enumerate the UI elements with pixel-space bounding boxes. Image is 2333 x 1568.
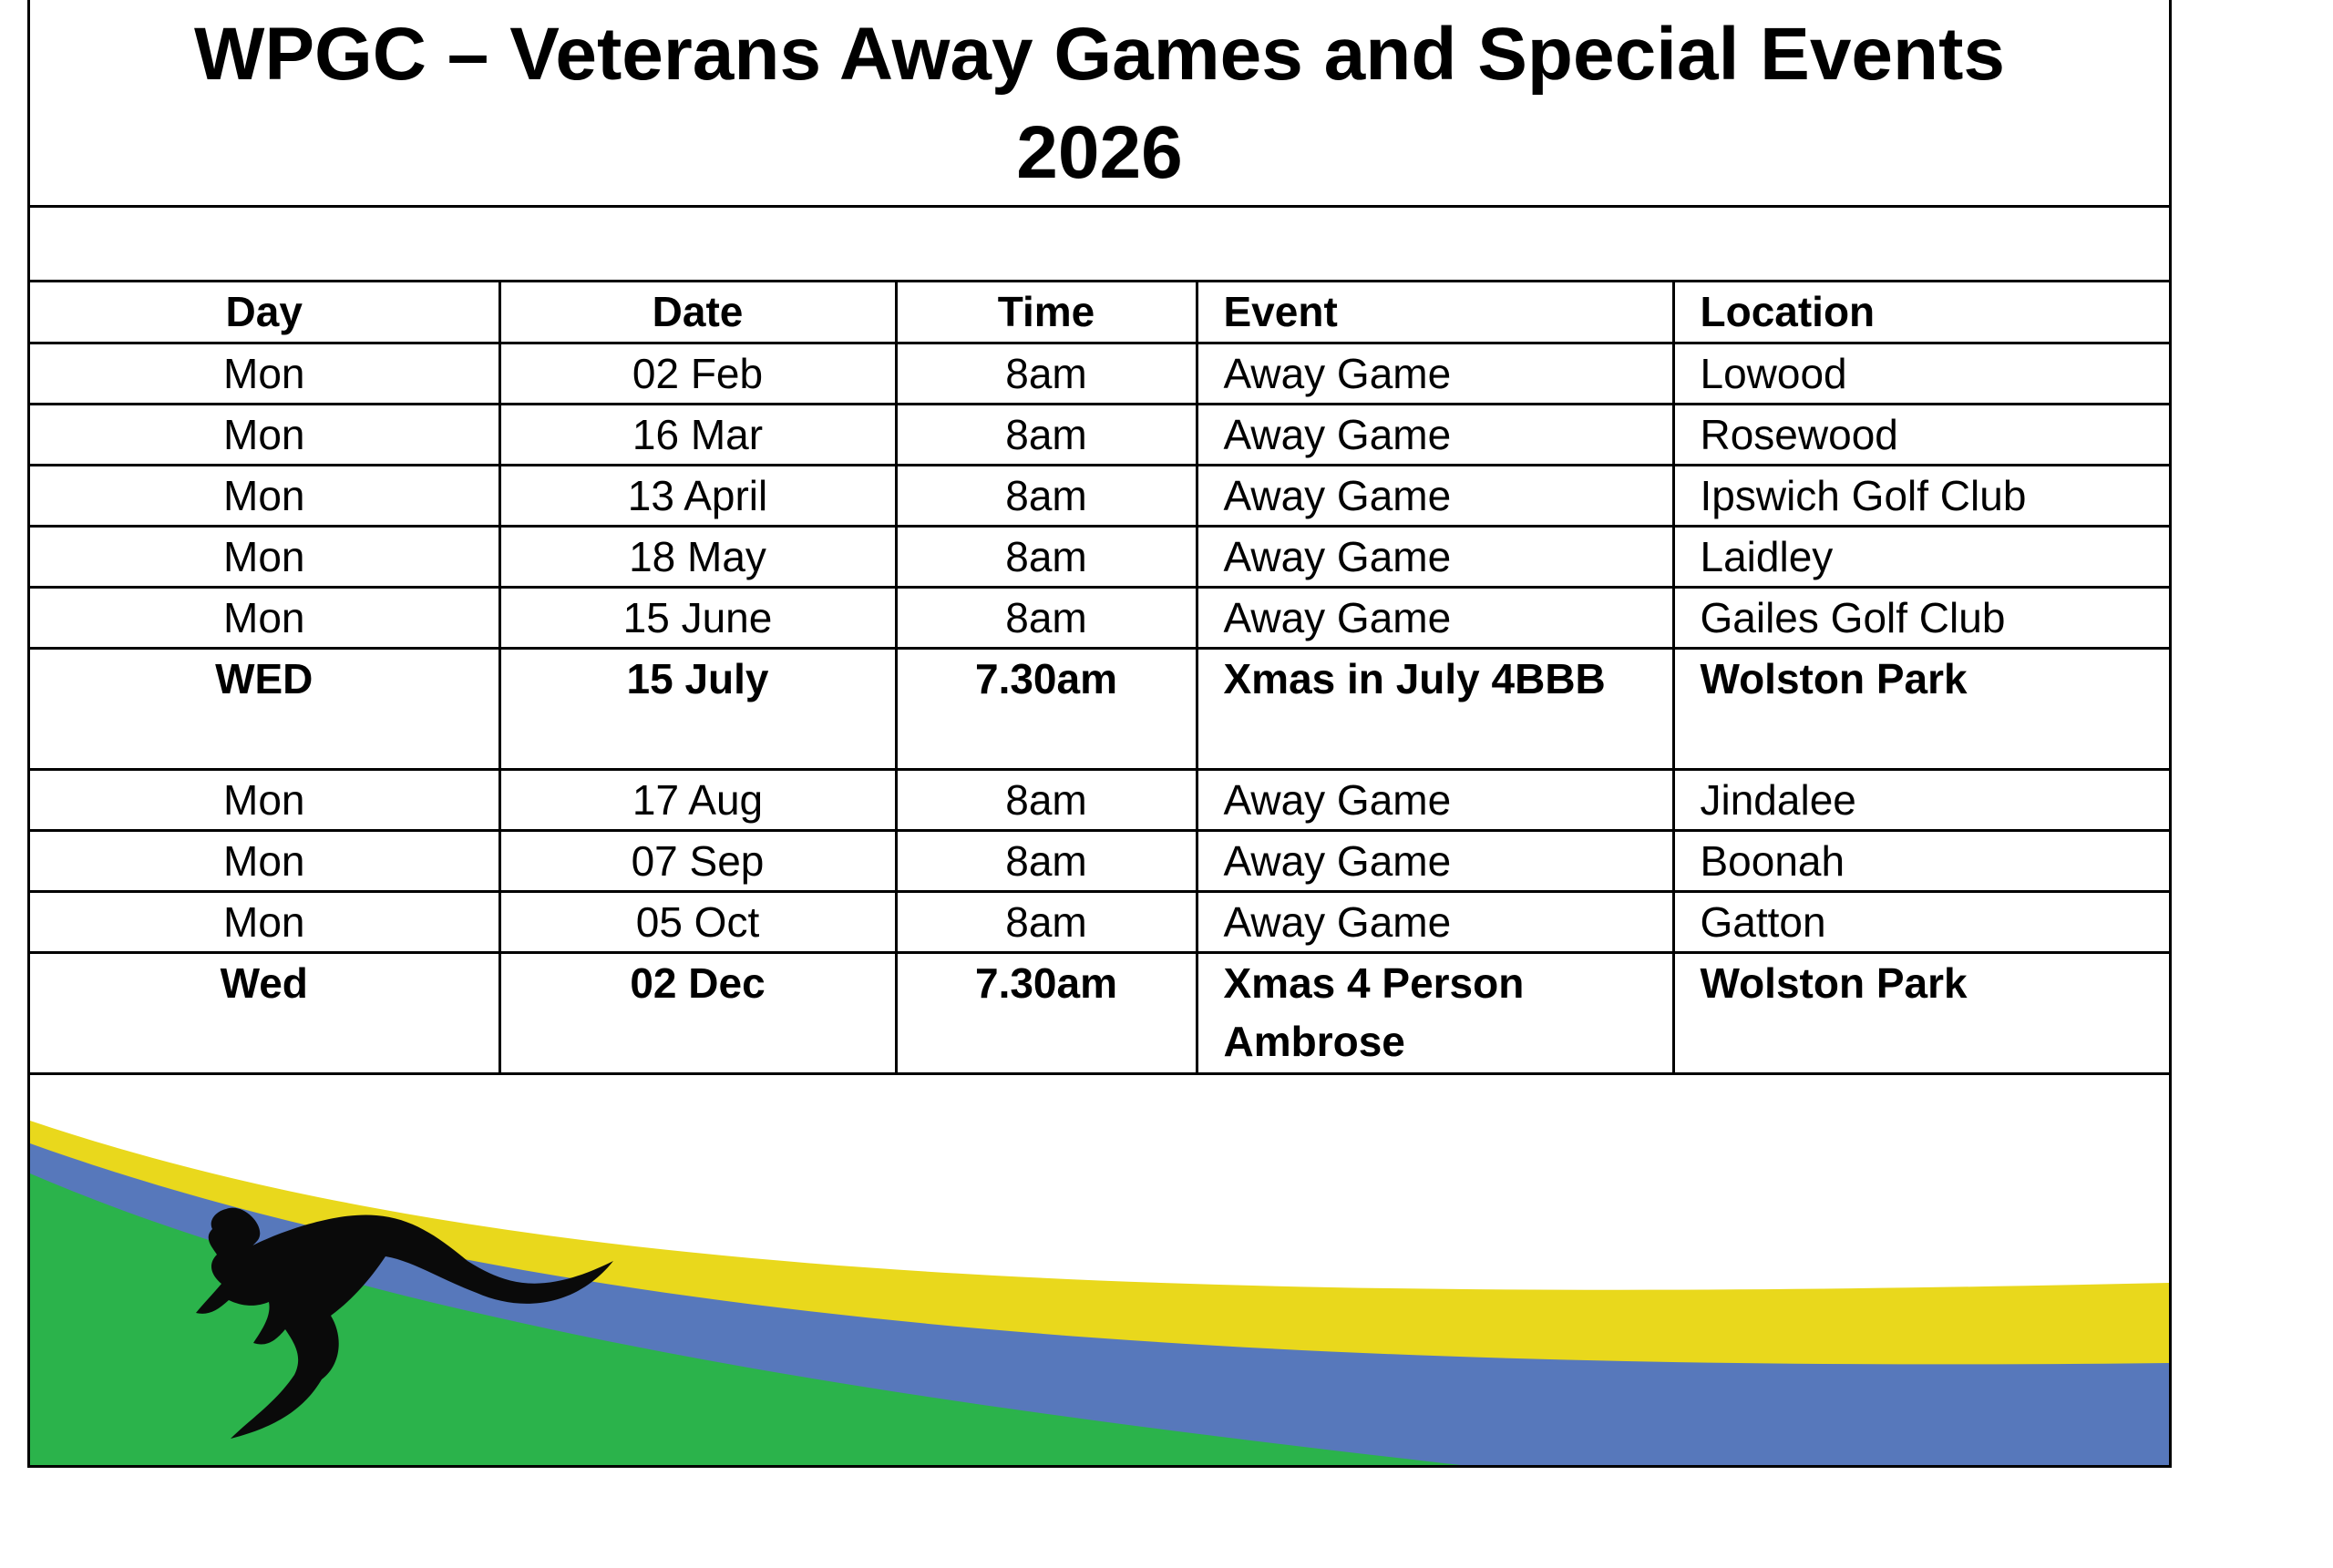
cell-date: 16 Mar (498, 403, 898, 466)
header-event: Event (1195, 282, 1675, 344)
cell-day: Mon (30, 464, 501, 528)
table-row: Mon 18 May 8am Away Game Laidley (30, 525, 2169, 589)
table-row: Mon 15 June 8am Away Game Gailes Golf Club (30, 586, 2169, 650)
cell-date: 02 Dec (498, 951, 898, 1075)
cell-day: Wed (30, 951, 501, 1075)
cell-location: Rosewood (1671, 403, 2169, 466)
kangaroo-icon (196, 1207, 613, 1439)
cell-day: Mon (30, 525, 501, 589)
cell-day: WED (30, 647, 501, 771)
page-title: WPGC – Veterans Away Games and Special E… (30, 0, 2169, 208)
table-row: Wed 02 Dec 7.30am Xmas 4 Person Ambrose Wols… (30, 951, 2169, 1075)
cell-location: Lowood (1671, 342, 2169, 405)
cell-event: Away Game (1195, 403, 1675, 466)
cell-time: 8am (894, 342, 1198, 405)
table-row: Mon 02 Feb 8am Away Game Lowood (30, 342, 2169, 405)
header-time: Time (894, 282, 1198, 344)
cell-date: 17 Aug (498, 768, 898, 832)
cell-day: Mon (30, 342, 501, 405)
table-row: WED 15 July 7.30am Xmas in July 4BBB Wolston… (30, 647, 2169, 771)
cell-date: 18 May (498, 525, 898, 589)
cell-event: Xmas in July 4BBB (1195, 647, 1675, 771)
header-date: Date (498, 282, 898, 344)
cell-event: Away Game (1195, 768, 1675, 832)
cell-day: Mon (30, 890, 501, 954)
header-day: Day (30, 282, 501, 344)
cell-location: Boonah (1671, 829, 2169, 893)
cell-location: Laidley (1671, 525, 2169, 589)
cell-date: 15 July (498, 647, 898, 771)
header-row: Day Date Time Event Location (30, 282, 2169, 344)
schedule-sheet: WPGC – Veterans Away Games and Special E… (27, 0, 2172, 1468)
cell-time: 8am (894, 829, 1198, 893)
cell-day: Mon (30, 586, 501, 650)
banner-graphic (30, 1102, 2169, 1465)
cell-event: Xmas 4 Person Ambrose (1195, 951, 1675, 1075)
cell-time: 8am (894, 464, 1198, 528)
cell-time: 8am (894, 586, 1198, 650)
cell-day: Mon (30, 403, 501, 466)
table-row: Mon 07 Sep 8am Away Game Boonah (30, 829, 2169, 893)
blank-row (30, 208, 2169, 282)
cell-event: Away Game (1195, 829, 1675, 893)
table-row: Mon 16 Mar 8am Away Game Rosewood (30, 403, 2169, 466)
cell-date: 13 April (498, 464, 898, 528)
cell-time: 7.30am (894, 647, 1198, 771)
cell-event: Away Game (1195, 342, 1675, 405)
cell-event: Away Game (1195, 525, 1675, 589)
cell-time: 8am (894, 890, 1198, 954)
table-row: Mon 13 April 8am Away Game Ipswich Golf Club (30, 464, 2169, 528)
cell-date: 02 Feb (498, 342, 898, 405)
cell-time: 7.30am (894, 951, 1198, 1075)
cell-date: 07 Sep (498, 829, 898, 893)
cell-location: Gatton (1671, 890, 2169, 954)
cell-location: Wolston Park (1671, 647, 2169, 771)
table-row: Mon 05 Oct 8am Away Game Gatton (30, 890, 2169, 954)
cell-location: Ipswich Golf Club (1671, 464, 2169, 528)
header-location: Location (1671, 282, 2169, 344)
cell-day: Mon (30, 829, 501, 893)
table-row: Mon 17 Aug 8am Away Game Jindalee (30, 768, 2169, 832)
title-line-1: WPGC – Veterans Away Games and Special E… (193, 13, 2006, 96)
cell-location: Wolston Park (1671, 951, 2169, 1075)
cell-date: 05 Oct (498, 890, 898, 954)
cell-event: Away Game (1195, 464, 1675, 528)
title-line-2: 2026 (1016, 111, 1183, 194)
cell-time: 8am (894, 403, 1198, 466)
green-band (30, 1173, 1461, 1465)
cell-location: Gailes Golf Club (1671, 586, 2169, 650)
cell-day: Mon (30, 768, 501, 832)
cell-event: Away Game (1195, 890, 1675, 954)
cell-location: Jindalee (1671, 768, 2169, 832)
cell-time: 8am (894, 525, 1198, 589)
cell-event: Away Game (1195, 586, 1675, 650)
cell-date: 15 June (498, 586, 898, 650)
events-table: Day Date Time Event Location Mon 02 Feb 8a… (30, 282, 2169, 1075)
cell-time: 8am (894, 768, 1198, 832)
